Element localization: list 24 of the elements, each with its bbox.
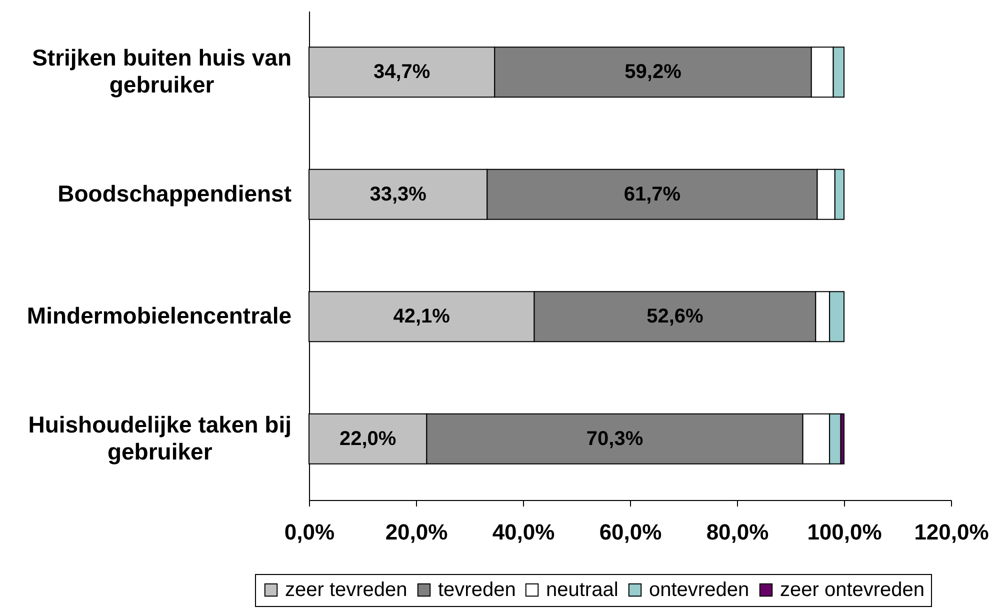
data-label: 34,7% [373,61,430,84]
legend-label: neutraal [546,579,618,601]
data-label: 52,6% [646,306,704,328]
legend-label: zeer tevreden [285,579,408,601]
y-tick-label: Huishoudelijke taken bij gebruiker [28,411,292,464]
x-tick-label: 20,0% [385,520,448,544]
legend-label: tevreden [438,579,516,601]
x-tick-label: 60,0% [599,520,662,544]
y-tick-label: Strijken buiten huis van gebruiker [32,44,292,98]
data-label: 59,2% [624,61,682,84]
data-label: 70,3% [586,428,644,450]
legend-label: zeer ontevreden [780,579,925,601]
data-label: 42,1% [393,306,450,328]
x-tick-label: 120,0% [914,520,989,544]
data-label: 33,3% [370,183,427,206]
x-tick-label: 80,0% [706,520,769,544]
data-label: 61,7% [624,183,681,206]
y-tick-label: Boodschappendienst [58,180,292,206]
x-tick-label: 0,0% [284,520,335,544]
legend-label: ontevreden [649,579,750,601]
y-tick-label: Mindermobielencentrale [26,302,292,329]
x-tick-label: 40,0% [492,520,555,544]
data-label: 22,0% [339,428,396,450]
x-tick-label: 100,0% [807,520,882,544]
